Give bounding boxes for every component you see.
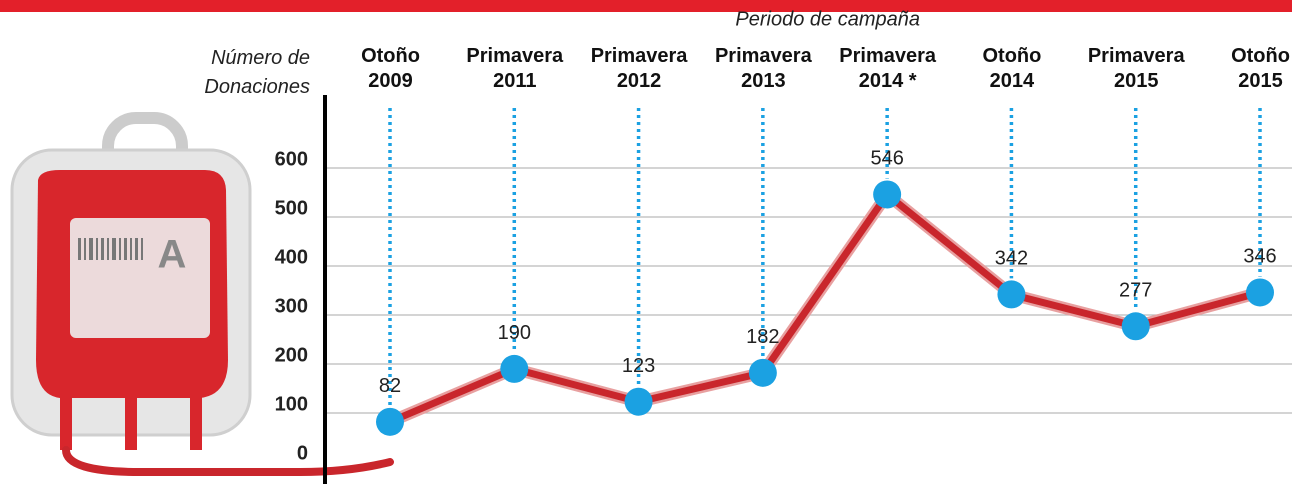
blood-bag: A xyxy=(12,118,390,472)
x-tick-label: Otoño 2009 xyxy=(338,44,443,94)
y-tick-label: 100 xyxy=(275,393,308,415)
x-tick-label: Primavera 2015 xyxy=(1084,44,1189,94)
y-tick-label: 500 xyxy=(275,197,308,219)
point xyxy=(376,408,404,436)
y-tick-label: 300 xyxy=(275,295,308,317)
y-tick-label: 400 xyxy=(275,246,308,268)
x-axis-title: Periodo de campaña xyxy=(735,8,920,30)
data-label: 277 xyxy=(1119,280,1152,302)
data-label: 182 xyxy=(746,326,779,348)
line xyxy=(390,194,1260,421)
x-tick-label: Primavera 2011 xyxy=(462,44,567,94)
x-tick-label: Primavera 2014 * xyxy=(835,44,940,94)
x-tick-label: Otoño 2015 xyxy=(1208,44,1292,94)
line-shadow xyxy=(390,194,1260,421)
x-tick-label: Primavera 2012 xyxy=(587,44,692,94)
point xyxy=(625,388,653,416)
bag-label: A xyxy=(158,233,187,277)
point xyxy=(873,180,901,208)
y-tick-label: 200 xyxy=(275,344,308,366)
data-label: 190 xyxy=(498,322,531,344)
data-label: 123 xyxy=(622,355,655,377)
x-tick-label: Primavera 2013 xyxy=(711,44,816,94)
data-label: 346 xyxy=(1243,246,1276,268)
banner xyxy=(0,0,1292,12)
point xyxy=(1246,278,1274,306)
point xyxy=(1122,312,1150,340)
y-tick-label: 600 xyxy=(275,148,308,170)
data-label: 546 xyxy=(870,148,903,170)
data-label: 342 xyxy=(995,248,1028,270)
y-tick-label: 0 xyxy=(297,442,308,464)
y-axis-title: Número de Donaciones xyxy=(180,44,310,102)
page: A Periodo de campaña 0 100 200 300 400 500 600… xyxy=(0,0,1292,484)
point xyxy=(997,280,1025,308)
data-label: 82 xyxy=(379,375,401,397)
x-tick-label: Otoño 2014 xyxy=(959,44,1064,94)
point xyxy=(749,359,777,387)
point xyxy=(500,355,528,383)
